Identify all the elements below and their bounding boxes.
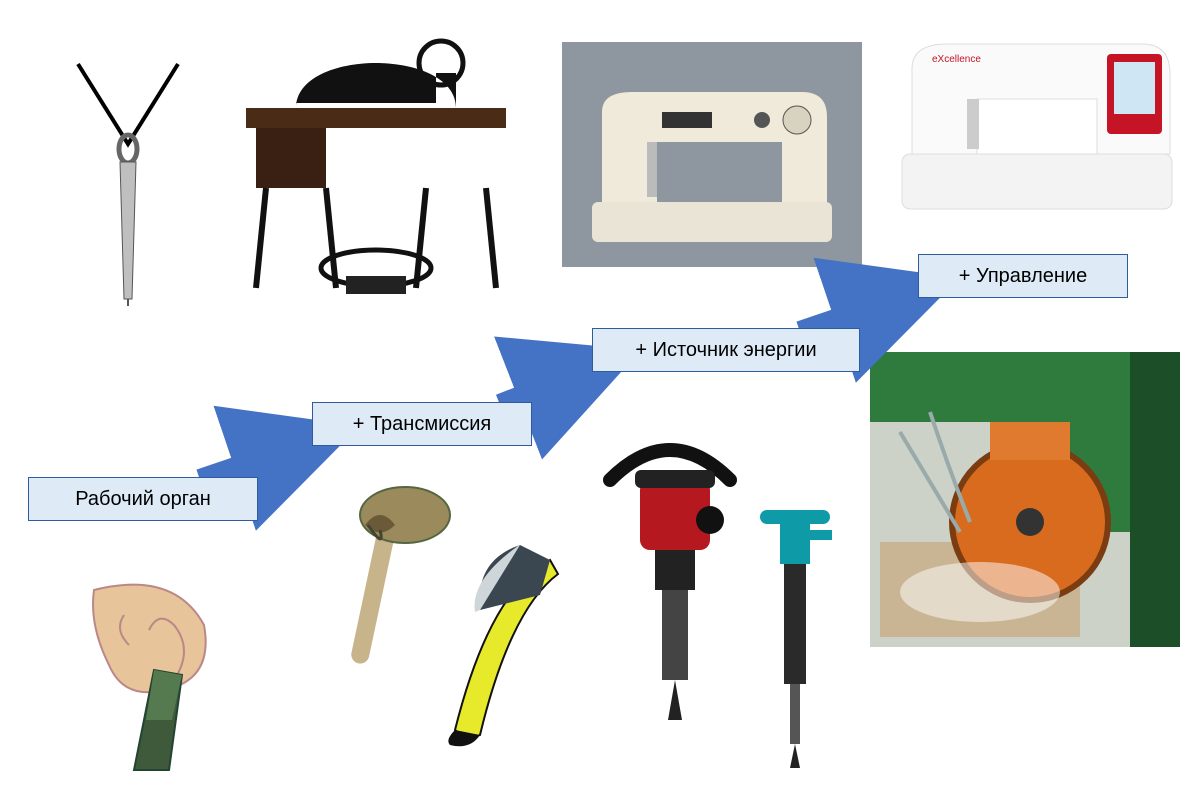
stage-box-transmission: + Трансмиссия bbox=[312, 402, 532, 446]
stage-label: Рабочий орган bbox=[75, 488, 211, 511]
stage-label: + Управление bbox=[959, 265, 1087, 288]
stage-label: + Источник энергии bbox=[635, 339, 816, 362]
stage-label: + Трансмиссия bbox=[353, 413, 492, 436]
stage-box-working-element: Рабочий орган bbox=[28, 477, 258, 521]
stage-box-control: + Управление bbox=[918, 254, 1128, 298]
diagram-canvas: eXcellence bbox=[0, 0, 1193, 794]
arrow-3 bbox=[0, 0, 1193, 794]
stage-box-energy-source: + Источник энергии bbox=[592, 328, 860, 372]
